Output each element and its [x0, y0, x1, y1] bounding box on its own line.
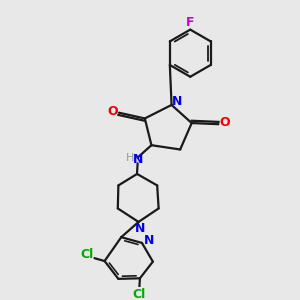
Text: O: O	[107, 105, 118, 118]
Text: Cl: Cl	[81, 248, 94, 261]
Text: N: N	[144, 234, 154, 247]
Text: F: F	[186, 16, 194, 29]
Text: N: N	[172, 95, 182, 108]
Text: Cl: Cl	[133, 289, 146, 300]
Text: O: O	[219, 116, 230, 129]
Text: N: N	[133, 153, 144, 166]
Text: H: H	[126, 152, 135, 163]
Text: N: N	[135, 222, 145, 235]
